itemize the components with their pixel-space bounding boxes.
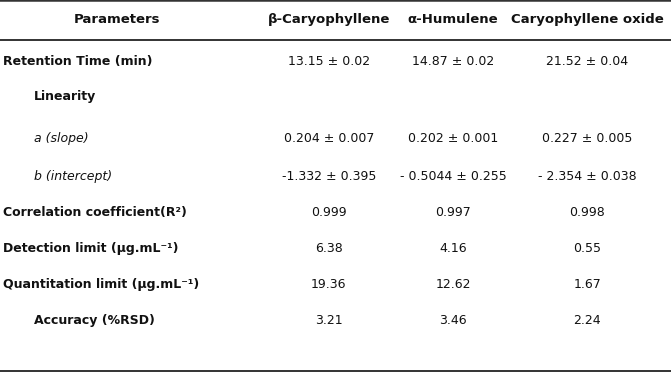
Text: - 0.5044 ± 0.255: - 0.5044 ± 0.255 <box>399 170 507 183</box>
Text: Retention Time (min): Retention Time (min) <box>3 55 153 68</box>
Text: a (slope): a (slope) <box>34 132 88 145</box>
Text: 12.62: 12.62 <box>435 278 470 291</box>
Text: 2.24: 2.24 <box>573 314 601 327</box>
Text: 0.204 ± 0.007: 0.204 ± 0.007 <box>284 132 374 145</box>
Text: 19.36: 19.36 <box>311 278 346 291</box>
Text: Quantitation limit (µg.mL⁻¹): Quantitation limit (µg.mL⁻¹) <box>3 278 199 291</box>
Text: 21.52 ± 0.04: 21.52 ± 0.04 <box>546 55 628 68</box>
Text: 14.87 ± 0.02: 14.87 ± 0.02 <box>412 55 494 68</box>
Text: Detection limit (µg.mL⁻¹): Detection limit (µg.mL⁻¹) <box>3 242 179 255</box>
Text: 3.46: 3.46 <box>439 314 467 327</box>
Text: Caryophyllene oxide: Caryophyllene oxide <box>511 13 664 26</box>
Text: 4.16: 4.16 <box>439 242 467 255</box>
Text: Correlation coefficient(R²): Correlation coefficient(R²) <box>3 206 187 219</box>
Text: b (intercept): b (intercept) <box>34 170 111 183</box>
Text: 0.999: 0.999 <box>311 206 347 219</box>
Text: Linearity: Linearity <box>34 90 96 103</box>
Text: 1.67: 1.67 <box>573 278 601 291</box>
Text: -1.332 ± 0.395: -1.332 ± 0.395 <box>282 170 376 183</box>
Text: β-Caryophyllene: β-Caryophyllene <box>268 13 390 26</box>
Text: 6.38: 6.38 <box>315 242 343 255</box>
Text: 3.21: 3.21 <box>315 314 343 327</box>
Text: 0.998: 0.998 <box>569 206 605 219</box>
Text: 0.997: 0.997 <box>435 206 471 219</box>
Text: 0.202 ± 0.001: 0.202 ± 0.001 <box>408 132 498 145</box>
Text: 0.55: 0.55 <box>573 242 601 255</box>
Text: Accuracy (%RSD): Accuracy (%RSD) <box>34 314 154 327</box>
Text: α-Humulene: α-Humulene <box>407 13 499 26</box>
Text: Parameters: Parameters <box>74 13 160 26</box>
Text: 13.15 ± 0.02: 13.15 ± 0.02 <box>288 55 370 68</box>
Text: 0.227 ± 0.005: 0.227 ± 0.005 <box>542 132 632 145</box>
Text: - 2.354 ± 0.038: - 2.354 ± 0.038 <box>538 170 636 183</box>
